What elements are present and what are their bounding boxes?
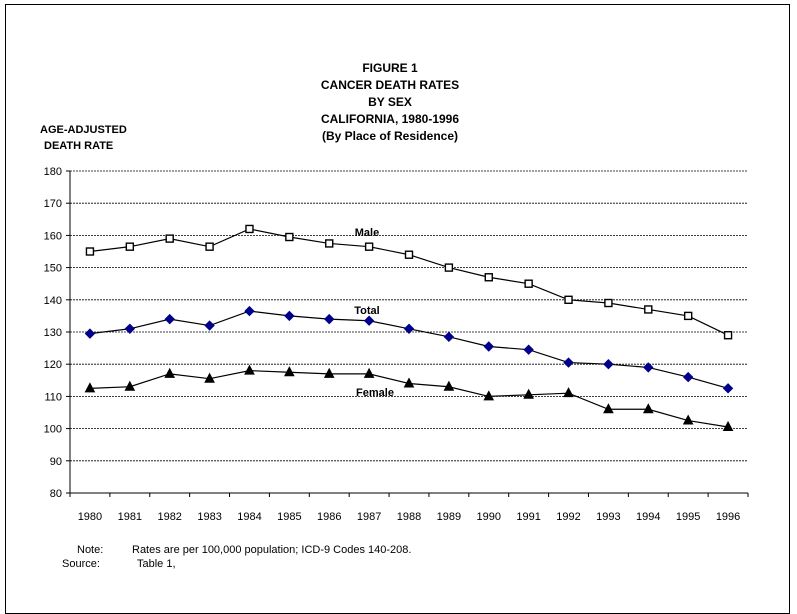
x-tick-label: 1983 xyxy=(197,511,221,523)
x-tick-label: 1981 xyxy=(118,511,142,523)
y-tick-label: 160 xyxy=(44,230,62,242)
female-point xyxy=(483,390,495,401)
male-point xyxy=(245,224,254,234)
female-point xyxy=(84,382,96,393)
total-series-label: Total xyxy=(354,305,379,317)
x-tick-label: 1987 xyxy=(357,511,381,523)
female-point xyxy=(682,414,694,425)
total-series-line xyxy=(89,310,729,389)
chart-title-line-4: (By Place of Residence) xyxy=(321,129,459,143)
y-tick-label: 90 xyxy=(50,456,62,468)
total-point xyxy=(204,320,215,331)
total-point xyxy=(523,344,534,355)
male-point xyxy=(683,311,693,321)
male-point xyxy=(165,234,174,243)
male-point xyxy=(564,295,573,304)
x-tick-label: 1995 xyxy=(676,511,700,523)
female-point xyxy=(164,367,176,378)
y-tick-label: 80 xyxy=(50,488,62,500)
female-point xyxy=(563,387,574,398)
male-point xyxy=(125,242,135,251)
total-point xyxy=(603,358,614,370)
female-point xyxy=(363,367,375,378)
note-label: Note: xyxy=(77,544,104,556)
male-point xyxy=(285,232,294,242)
x-tick-label: 1988 xyxy=(397,511,421,523)
male-point xyxy=(524,279,533,288)
female-point xyxy=(204,372,215,383)
x-tick-label: 1985 xyxy=(277,511,301,523)
y-tick-label: 150 xyxy=(44,263,62,275)
female-point xyxy=(523,388,534,399)
y-axis-label-line-2: DEATH RATE xyxy=(44,140,114,152)
source-text: Table 1, xyxy=(137,558,176,570)
male-point xyxy=(484,273,493,282)
total-point xyxy=(563,357,574,368)
y-axis-label-line-1: AGE-ADJUSTED xyxy=(40,124,127,136)
x-tick-label: 1980 xyxy=(78,511,102,523)
female-point xyxy=(642,403,654,414)
female-point xyxy=(284,366,295,377)
y-tick-label: 120 xyxy=(44,359,62,371)
male-point xyxy=(85,247,95,256)
total-point xyxy=(164,313,175,325)
male-point xyxy=(604,298,613,308)
total-point xyxy=(244,305,255,317)
female-point xyxy=(603,403,614,414)
total-point xyxy=(124,323,136,334)
male-series-line xyxy=(89,228,729,336)
female-point xyxy=(403,377,415,388)
female-point xyxy=(244,364,255,375)
y-tick-label: 180 xyxy=(44,166,62,178)
total-point xyxy=(483,341,494,352)
y-tick-label: 100 xyxy=(44,424,62,436)
female-point xyxy=(124,380,136,391)
male-point xyxy=(325,239,334,248)
x-tick-label: 1989 xyxy=(437,511,461,523)
female-point xyxy=(443,380,455,391)
figure-label: FIGURE 1 xyxy=(362,61,418,75)
total-point xyxy=(284,310,295,322)
total-point xyxy=(324,313,335,325)
y-tick-label: 110 xyxy=(44,391,62,403)
female-point xyxy=(722,420,734,431)
chart-title-line-3: CALIFORNIA, 1980-1996 xyxy=(320,112,460,126)
total-point xyxy=(722,383,734,394)
male-point xyxy=(444,263,454,272)
figure-frame xyxy=(5,4,790,614)
source-label: Source: xyxy=(62,558,100,570)
total-point xyxy=(643,362,654,373)
chart-title-line-2: BY SEX xyxy=(368,95,412,109)
total-point xyxy=(363,315,375,326)
x-tick-label: 1993 xyxy=(596,511,620,523)
note-text: Rates are per 100,000 population; ICD-9 … xyxy=(132,544,412,556)
chart-title-line-1: CANCER DEATH RATES xyxy=(320,78,460,92)
male-point xyxy=(644,305,653,314)
total-point xyxy=(84,328,96,339)
total-point xyxy=(682,371,694,383)
x-tick-label: 1994 xyxy=(636,511,660,523)
male-point xyxy=(205,242,214,251)
female-point xyxy=(323,367,335,378)
x-tick-label: 1991 xyxy=(516,511,540,523)
total-point xyxy=(403,323,415,334)
male-point xyxy=(723,331,733,340)
male-series-label: Male xyxy=(355,227,379,239)
y-tick-label: 170 xyxy=(44,198,62,210)
total-point xyxy=(443,331,455,343)
x-tick-label: 1986 xyxy=(317,511,341,523)
x-tick-label: 1990 xyxy=(477,511,501,523)
female-series-label: Female xyxy=(356,387,394,399)
x-tick-label: 1996 xyxy=(716,511,740,523)
male-point xyxy=(364,242,374,251)
male-point xyxy=(404,250,414,259)
x-tick-label: 1992 xyxy=(556,511,580,523)
y-tick-label: 130 xyxy=(44,327,62,339)
x-tick-label: 1982 xyxy=(157,511,181,523)
y-tick-label: 140 xyxy=(44,295,62,307)
x-tick-label: 1984 xyxy=(237,511,261,523)
